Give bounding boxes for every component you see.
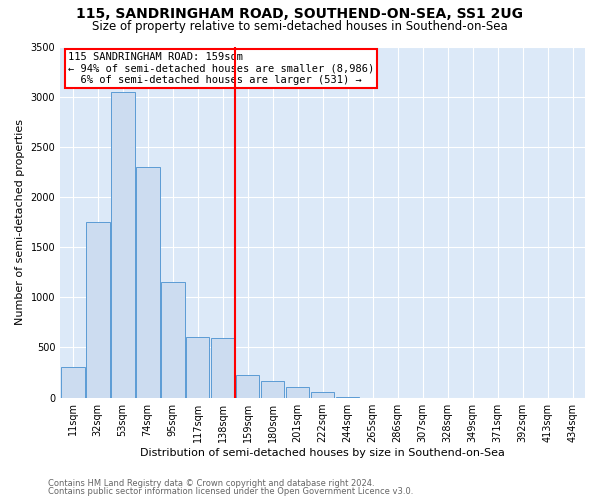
Bar bbox=[161, 282, 185, 398]
Bar bbox=[61, 368, 85, 398]
Bar bbox=[286, 386, 310, 398]
Bar bbox=[211, 338, 235, 398]
Bar bbox=[86, 222, 110, 398]
X-axis label: Distribution of semi-detached houses by size in Southend-on-Sea: Distribution of semi-detached houses by … bbox=[140, 448, 505, 458]
Text: Size of property relative to semi-detached houses in Southend-on-Sea: Size of property relative to semi-detach… bbox=[92, 20, 508, 33]
Bar bbox=[111, 92, 134, 398]
Bar bbox=[186, 338, 209, 398]
Text: 115 SANDRINGHAM ROAD: 159sqm
← 94% of semi-detached houses are smaller (8,986)
 : 115 SANDRINGHAM ROAD: 159sqm ← 94% of se… bbox=[68, 52, 374, 85]
Y-axis label: Number of semi-detached properties: Number of semi-detached properties bbox=[15, 119, 25, 325]
Bar bbox=[261, 381, 284, 398]
Text: 115, SANDRINGHAM ROAD, SOUTHEND-ON-SEA, SS1 2UG: 115, SANDRINGHAM ROAD, SOUTHEND-ON-SEA, … bbox=[77, 8, 523, 22]
Bar bbox=[236, 374, 259, 398]
Bar bbox=[311, 392, 334, 398]
Bar bbox=[336, 396, 359, 398]
Bar bbox=[136, 167, 160, 398]
Text: Contains public sector information licensed under the Open Government Licence v3: Contains public sector information licen… bbox=[48, 487, 413, 496]
Text: Contains HM Land Registry data © Crown copyright and database right 2024.: Contains HM Land Registry data © Crown c… bbox=[48, 478, 374, 488]
